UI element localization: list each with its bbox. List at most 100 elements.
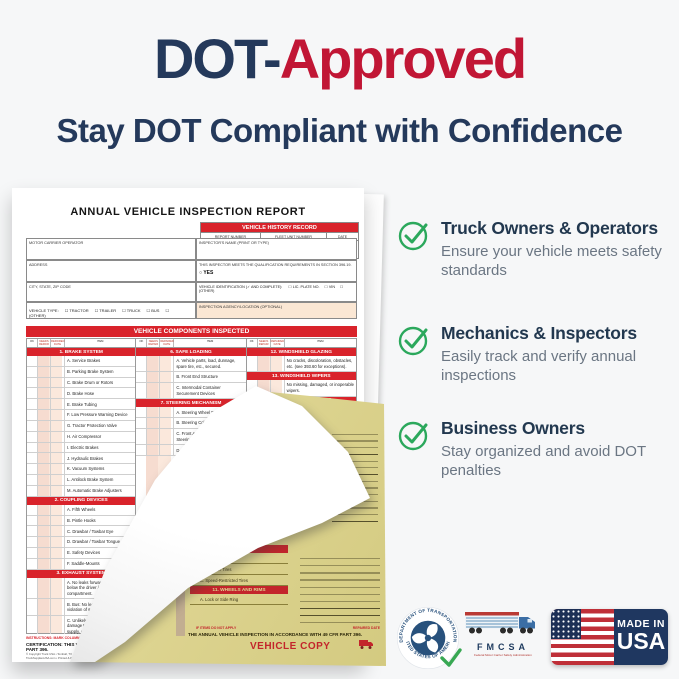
field-qualification: THIS INSPECTOR MEETS THE QUALIFICATION R… — [196, 260, 357, 282]
benefit-item-business-owners: Business Owners Stay organized and avoid… — [396, 418, 674, 480]
checkbox-cell-nr — [38, 399, 51, 410]
component-item: C. Brake Drum or Rotors — [67, 379, 114, 385]
component-row: J. Hydraulic Brakes — [27, 453, 136, 465]
checkbox-cell-rd — [51, 388, 65, 399]
checkbox-cell-ok — [27, 388, 38, 399]
benefit-item-mechanics: Mechanics & Inspectors Easily track and … — [396, 323, 674, 385]
title-dot: DOT- — [153, 27, 282, 90]
checkbox-cell-nr — [147, 418, 161, 429]
carbon-row: A. Steer Axle Tires — [190, 553, 288, 564]
checkbox-vehicle-type-tractor: ☐ TRACTOR — [64, 308, 89, 313]
us-flag-icon — [551, 609, 614, 665]
check-circle-icon — [396, 418, 430, 480]
fmcsa-tagline: Federal Motor Carrier Safety Administrat… — [474, 653, 532, 657]
check-circle-icon — [396, 323, 430, 385]
vehicle-type-label: VEHICLE TYPE: — [29, 308, 59, 313]
checkbox-cell-ok — [136, 372, 148, 383]
carbon-sections: 10. TIRES A. Steer Axle Tires B. All Other… — [190, 545, 288, 605]
title-approved: Approved — [279, 27, 527, 90]
checkbox-cell-rd — [160, 356, 175, 372]
section-header: 6. SAFE LOADING — [136, 348, 246, 356]
made-in-usa-badge: MADE IN USA — [551, 609, 668, 665]
copyright-line-2: TruckSuppliesUSA.com • Printed & Designe… — [26, 655, 97, 660]
benefit-description: Easily track and verify annual inspectio… — [441, 348, 637, 385]
carbon-row: B. All Other Tires — [190, 564, 288, 575]
checkbox-cell-rd — [160, 407, 175, 418]
component-row: B. Pintle Hooks — [27, 515, 136, 527]
section-header: 7. STEERING MECHANISM — [136, 399, 246, 408]
component-row: I. Electric Brakes — [27, 442, 136, 454]
components-banner: VEHICLE COMPONENTS INSPECTED — [26, 326, 357, 337]
component-row: F. Low Pressure Warning Device — [27, 410, 136, 421]
component-item: A. Service Brakes — [67, 358, 101, 364]
checkbox-cell-rd — [271, 356, 285, 372]
checkbox-cell-nr — [38, 388, 51, 399]
checkbox-cell-nr — [38, 548, 51, 558]
component-item: A. Fifth Wheels — [67, 506, 96, 512]
checkbox-cell-rd — [51, 504, 65, 515]
component-item: B. Parking Brake System — [67, 369, 114, 375]
section-header: 12. WINDSHIELD GLAZING — [246, 348, 356, 356]
component-row: E. Safety Devices — [27, 548, 136, 559]
form-copyright: © Copyright Truck USA • Tomball, TX Truc… — [26, 652, 357, 661]
benefit-heading: Business Owners — [441, 418, 585, 438]
component-row: A. No leaks forward of / directly below … — [27, 577, 136, 600]
component-row: F. Saddle-Mounts — [27, 558, 136, 570]
checkbox-cell-rd — [51, 420, 65, 431]
page-title: DOT-Approved — [0, 26, 679, 91]
form-title: ANNUAL VEHICLE INSPECTION REPORT — [70, 206, 306, 218]
qualification-yes-checkbox: ○ YES — [199, 269, 214, 276]
checkbox-cell-nr — [38, 599, 51, 615]
component-row: A. Fifth Wheels — [27, 504, 136, 516]
component-item: D. Drawbar / Towbar Tongue — [67, 539, 120, 545]
checkbox-cell-ok — [27, 475, 38, 485]
component-row: D. Brake Hose — [27, 388, 136, 400]
checkbox-cell-ok — [136, 429, 148, 445]
checkbox-cell-nr — [147, 356, 161, 372]
component-item: C. Drawbar / Towbar Eye — [67, 528, 114, 534]
benefit-item-truck-owners: Truck Owners & Operators Ensure your veh… — [396, 218, 674, 280]
checkbox-cell-rd — [51, 356, 65, 366]
component-row: A. Vehicle parts, load, dunnage, spare t… — [136, 356, 246, 373]
carbon-section-header: 11. WHEELS AND RIMS — [190, 586, 288, 594]
page-subtitle: Stay DOT Compliant with Confidence — [56, 112, 623, 149]
component-row: L. Antilock Brake System — [27, 475, 136, 486]
checkbox-cell-nr — [38, 442, 51, 453]
checkbox-cell-rd — [51, 485, 65, 496]
component-item: F. Saddle-Mounts — [67, 561, 100, 567]
checkbox-cell-ok — [27, 377, 38, 388]
component-item: G. Tractor Protection Valve — [67, 423, 117, 429]
checkbox-cell-nr — [147, 407, 161, 418]
component-item: I. Electric Brakes — [67, 444, 99, 450]
checkbox-cell-nr — [38, 526, 51, 537]
component-item: D. Brake Hose — [67, 390, 95, 396]
carbon-write-lines — [300, 552, 380, 626]
checkbox-cell-rd — [160, 372, 175, 383]
checkbox-cell-rd — [51, 558, 65, 569]
component-item: B. Front End Structure — [176, 374, 218, 380]
section-header: 13. WINDSHIELD WIPERS — [246, 372, 356, 381]
checkbox-cell-nr — [38, 577, 51, 599]
benefit-text: Business Owners Stay organized and avoid… — [441, 418, 674, 480]
component-item: B. Pintle Hooks — [67, 517, 96, 523]
checkbox-cell-nr — [147, 383, 161, 399]
checkbox-cell-rd — [160, 445, 175, 456]
carbon-row: A. Lock or Side Ring — [190, 594, 288, 605]
checkbox-cell-ok — [136, 356, 148, 372]
component-row: G. Tractor Protection Valve — [27, 420, 136, 432]
carbon-row: C. Speed-Restricted Tires — [190, 575, 288, 586]
column-header: NEEDS REPAIR — [147, 339, 161, 347]
checkbox-cell-rd — [51, 577, 65, 599]
checkbox-cell-rd — [51, 537, 65, 548]
history-column-header: DATE — [337, 234, 348, 239]
brand-mini-icon — [358, 635, 374, 656]
checkbox-cell-nr — [38, 558, 51, 569]
component-row: M. Automatic Brake Adjusters — [27, 485, 136, 497]
vehicle-id-options: ☐ LIC. PLATE NO. ☐ VIN ☐ (OTHER) — [199, 285, 343, 293]
component-item: E. Safety Devices — [67, 550, 101, 556]
usa-label: USA — [616, 628, 666, 654]
column-header: OK — [247, 339, 258, 347]
checkbox-cell-ok — [27, 485, 38, 496]
checkbox-vehicle-type-bus: ☐ BUS — [146, 308, 160, 313]
